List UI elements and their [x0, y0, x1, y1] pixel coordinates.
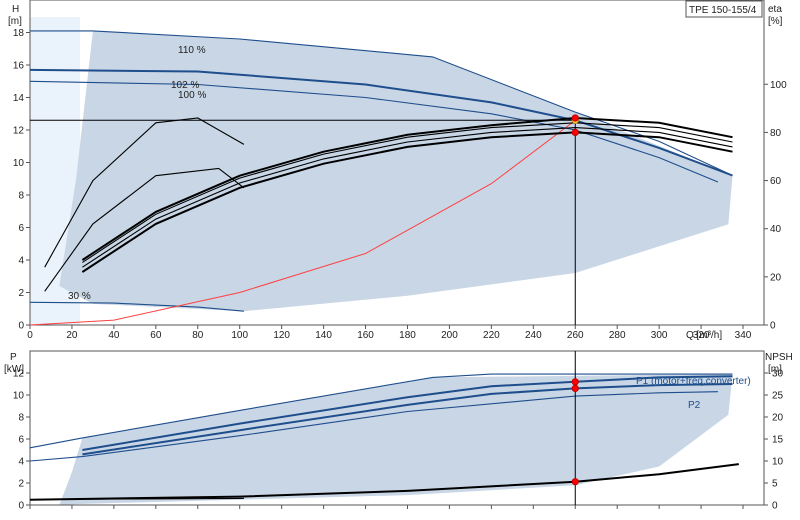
y-axis-unit: [m] [8, 16, 22, 27]
power-operating-range [59, 374, 733, 505]
npsh-tick-label: 20 [772, 413, 784, 424]
p1-series-label: P1 (motor+freq.converter) [636, 376, 751, 387]
operating-point-marker [571, 478, 579, 486]
series-line-eta-30-b [44, 117, 245, 268]
x-tick-label: 20 [66, 330, 78, 341]
npsh-axis-title: NPSH [765, 352, 793, 363]
npsh-tick-label: 5 [772, 479, 778, 490]
series-line-h-102- [29, 68, 733, 177]
series-line-eta-1 [81, 131, 733, 273]
x-tick-label: 140 [315, 330, 332, 341]
series-line-system-curve [29, 119, 576, 326]
x-tick-label: 200 [441, 330, 458, 341]
y2-tick-label: 40 [770, 224, 782, 235]
series-line-p-30- [29, 497, 244, 501]
head-operating-range [59, 30, 733, 312]
y-tick-label: 8 [18, 191, 24, 202]
npsh-tick-label: 15 [772, 435, 784, 446]
x-tick-label: 60 [150, 330, 162, 341]
npsh-tick-label: 25 [772, 391, 784, 402]
series-line-eta-2 [82, 127, 733, 268]
y-axis-title: H [12, 4, 19, 15]
series-line-eta-4 [81, 116, 733, 261]
series-line-p2-lower [29, 391, 718, 462]
x-tick-label: 160 [357, 330, 374, 341]
series-line-p2-main [82, 383, 733, 456]
x-tick-label: 220 [483, 330, 500, 341]
p-tick-label: 8 [18, 413, 24, 424]
p-tick-label: 2 [18, 479, 24, 490]
p-tick-label: 0 [18, 501, 24, 512]
curve-label-100: 100 % [178, 90, 206, 101]
series-line-npsh [29, 463, 739, 501]
operating-point-marker [571, 384, 579, 392]
npsh-tick-label: 0 [772, 501, 778, 512]
y2-tick-label: 0 [770, 321, 776, 332]
series-line-h-30- [29, 301, 244, 312]
series-line-p1-main [82, 375, 733, 451]
x-tick-label: 260 [567, 330, 584, 341]
p-tick-label: 12 [13, 369, 25, 380]
curve-label-30: 30 % [68, 291, 91, 302]
y-tick-label: 2 [18, 288, 24, 299]
curve-label-110: 110 % [178, 45, 206, 56]
x-tick-label: 280 [609, 330, 626, 341]
y-tick-label: 16 [13, 61, 25, 72]
chart-title: TPE 150-155/4 [689, 5, 757, 16]
y-tick-label: 12 [13, 126, 25, 137]
p-axis-title: P [10, 352, 17, 363]
y-tick-label: 10 [13, 158, 25, 169]
npsh-tick-label: 10 [772, 457, 784, 468]
series-line-eta-30-a [44, 167, 245, 292]
x-tick-label: 320 [693, 330, 710, 341]
p-axis-unit: [kW] [4, 364, 24, 375]
x-tick-label: 300 [651, 330, 668, 341]
y2-tick-label: 20 [770, 272, 782, 283]
operating-point-marker [571, 114, 579, 122]
x-tick-label: 40 [108, 330, 120, 341]
y-tick-label: 6 [18, 223, 24, 234]
x-tick-label: 120 [273, 330, 290, 341]
p-tick-label: 4 [18, 457, 24, 468]
x-tick-label: 240 [525, 330, 542, 341]
x-axis-title: Q [m³/h] [686, 330, 722, 341]
y-tick-label: 18 [13, 28, 25, 39]
curve-label-102: 102 % [171, 80, 199, 91]
npsh-tick-label: 30 [772, 369, 784, 380]
operating-point-marker [571, 128, 579, 137]
series-line-h-100- [29, 80, 719, 183]
y2-axis-title: eta [768, 4, 782, 15]
series-line-eta-3 [82, 122, 733, 263]
power-plot-frame [29, 350, 765, 506]
x-tick-label: 100 [231, 330, 248, 341]
p2-series-label: P2 [688, 400, 701, 411]
y2-tick-label: 60 [770, 176, 782, 187]
y-tick-label: 0 [18, 321, 24, 332]
x-tick-label: 340 [735, 330, 752, 341]
y2-axis-unit: [%] [768, 16, 783, 27]
p-tick-label: 10 [13, 391, 25, 402]
y-tick-label: 14 [13, 93, 25, 104]
operating-point-marker [571, 378, 579, 386]
x-tick-label: 180 [399, 330, 416, 341]
npsh-axis-unit: [m] [768, 364, 782, 375]
series-line-h-110- [30, 30, 733, 176]
y-tick-label: 4 [18, 256, 24, 267]
y2-tick-label: 100 [770, 80, 787, 91]
x-tick-label: 0 [27, 330, 33, 341]
power-panel: 0 2 4 6 8 10 12 0 5 10 15 20 25 30 P [kW] NPSH [m] P1… [4, 350, 793, 512]
title-box [685, 0, 763, 18]
y2-tick-label: 80 [770, 128, 782, 139]
x-tick-label: 80 [192, 330, 204, 341]
p-tick-label: 6 [18, 435, 24, 446]
